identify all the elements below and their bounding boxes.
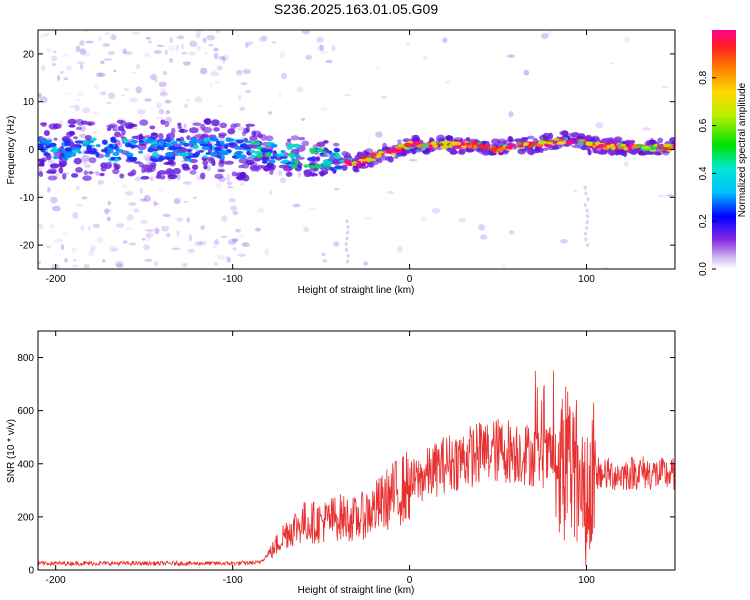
- snr-axes: -200 -100 0 100 0 200 400 600 800: [17, 331, 675, 586]
- snr-x-axis-label: Height of straight line (km): [298, 585, 415, 596]
- snr-frame: [37, 330, 676, 571]
- snr-y-tick-label: 800: [17, 353, 34, 364]
- snr-y-axis-label: SNR (10 * v/v): [6, 419, 17, 483]
- spectrogram-y-tick-label: -10: [20, 193, 35, 204]
- spectrogram-y-axis-label: Frequency (Hz): [6, 116, 17, 185]
- colorbar-label: Normalized spectral amplitude: [737, 82, 748, 217]
- colorbar: 0.0 0.2 0.4 0.6 0.8 Normalized spectral ampl…: [698, 30, 748, 276]
- spectrogram-y-tick-label: 20: [23, 49, 35, 60]
- spectrogram-heatmap: [38, 30, 675, 269]
- snr-x-tick-label: -200: [46, 575, 66, 586]
- spectrogram-frame: [37, 29, 676, 270]
- colorbar-tick-label: 0.8: [698, 70, 709, 84]
- colorbar-tick-label: 0.4: [698, 166, 709, 180]
- spectrogram-y-tick-label: -20: [20, 241, 35, 252]
- colorbar-gradient: [712, 30, 736, 269]
- snr-y-tick-label: 0: [28, 566, 34, 577]
- snr-x-tick-label: 100: [578, 575, 595, 586]
- spectrogram-x-tick-label: 0: [407, 274, 413, 285]
- spectrogram-x-axis-label: Height of straight line (km): [298, 285, 415, 296]
- spectrogram-y-tick-label: 0: [28, 145, 34, 156]
- snr-y-tick-label: 200: [17, 512, 34, 523]
- spectrogram-y-tick-label: 10: [23, 97, 35, 108]
- snr-y-tick-label: 400: [17, 459, 34, 470]
- spectrogram-x-tick-label: -200: [46, 274, 66, 285]
- spectrogram-x-tick-label: 100: [578, 274, 595, 285]
- snr-panel: -200 -100 0 100 0 200 400 600 800 Height of stra…: [6, 330, 676, 596]
- snr-x-tick-label: 0: [407, 575, 413, 586]
- colorbar-tick-label: 0.0: [698, 262, 709, 276]
- figure-title: S236.2025.163.01.05.G09: [273, 1, 439, 17]
- spectrogram-x-tick-label: -100: [223, 274, 243, 285]
- snr-series-line: [38, 370, 675, 568]
- snr-x-tick-label: -100: [223, 575, 243, 586]
- colorbar-tick-label: 0.2: [698, 214, 709, 228]
- colorbar-tick-label: 0.6: [698, 118, 709, 132]
- snr-y-tick-label: 600: [17, 406, 34, 417]
- colorbar-ticks: 0.0 0.2 0.4 0.6 0.8: [698, 70, 716, 276]
